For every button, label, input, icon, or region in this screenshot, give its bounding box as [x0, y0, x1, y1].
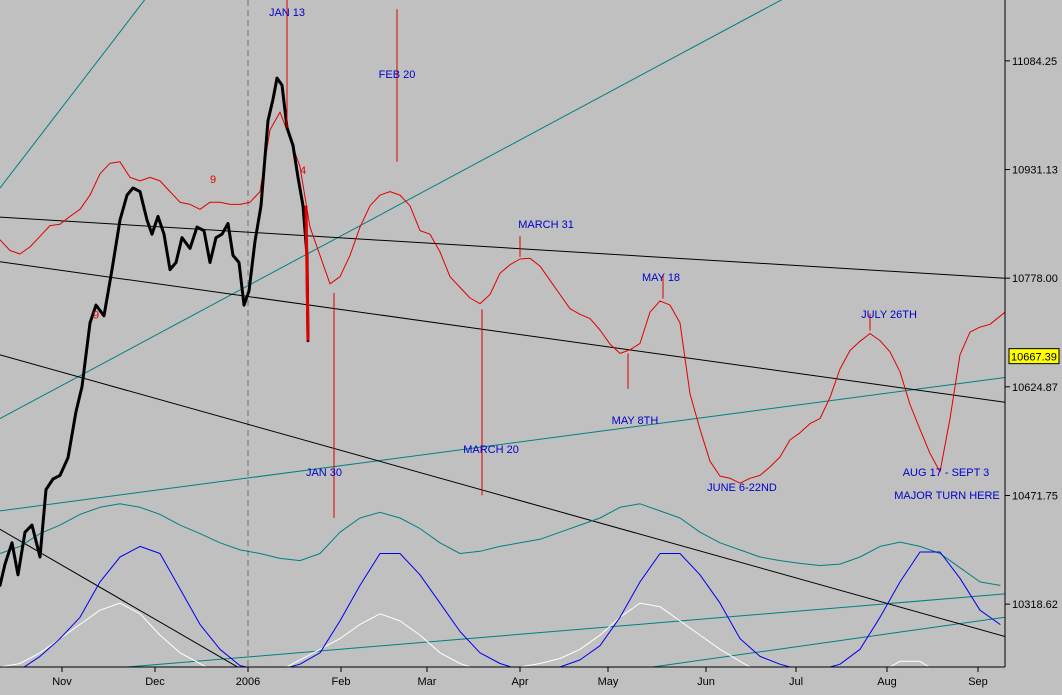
count-label: 4 [300, 165, 306, 177]
annotation-label: FEB 20 [379, 69, 416, 81]
annotation-label: JULY 26TH [861, 309, 917, 321]
y-tick-label: 10471.75 [1012, 490, 1058, 502]
count-label: 9 [93, 310, 99, 322]
x-tick-label: 2006 [236, 676, 260, 688]
trendline-series-2 [0, 0, 146, 189]
annotation-label: MARCH 20 [463, 444, 519, 456]
trendline-series-1 [0, 0, 783, 420]
last-value-label: 10667.39 [1011, 352, 1057, 364]
x-tick-label: Sep [968, 676, 988, 688]
trendline-series-6 [0, 261, 1005, 403]
y-tick-label: 10318.62 [1012, 599, 1058, 611]
x-tick-label: May [598, 676, 619, 688]
x-tick-label: Apr [511, 676, 528, 688]
y-tick-label: 10624.87 [1012, 382, 1058, 394]
projection-series [0, 111, 1005, 484]
trendline-series-3 [121, 593, 1005, 667]
trendline-series-0 [0, 377, 1005, 512]
annotation-label: JAN 30 [306, 467, 342, 479]
cycle-white-series [0, 602, 930, 667]
x-tick-label: Aug [877, 676, 897, 688]
last-value-box [1008, 348, 1060, 365]
x-tick-label: Mar [418, 676, 437, 688]
annotation-label: MAJOR TURN HERE [894, 490, 1000, 502]
x-tick-label: Jun [697, 676, 715, 688]
y-tick-label: 10931.13 [1012, 164, 1058, 176]
price-series [0, 76, 310, 587]
trendline-series-7 [0, 354, 1005, 637]
plot-area: JAN 13 FEB 20 MARCH 31 MAY 18 JULY 26TH JAN 3… [0, 0, 1005, 667]
y-tick-label: 10778.00 [1012, 273, 1058, 285]
trendline-series-4 [649, 616, 1005, 667]
y-tick-label: 11084.25 [1012, 56, 1057, 68]
cycle-teal-series [0, 503, 1001, 586]
x-tick-label: Dec [145, 676, 165, 688]
cycle-blue-series [23, 545, 1001, 667]
x-tick-label: Nov [52, 676, 72, 688]
x-tick-label: Jul [789, 676, 803, 688]
annotation-label: MAY 18 [642, 272, 680, 284]
trendline-series-8 [0, 528, 239, 667]
annotation-label: MAY 8TH [612, 415, 659, 427]
annotation-label: JAN 13 [269, 7, 305, 19]
x-tick-label: Feb [332, 676, 351, 688]
price-drop-segment [304, 205, 310, 341]
count-label: 9 [210, 174, 216, 186]
annotation-label: MARCH 31 [518, 219, 574, 231]
annotation-label: AUG 17 - SEPT 3 [903, 467, 990, 479]
trendline-series-5 [0, 216, 1005, 279]
annotation-label: JUNE 6-22ND [707, 482, 777, 494]
